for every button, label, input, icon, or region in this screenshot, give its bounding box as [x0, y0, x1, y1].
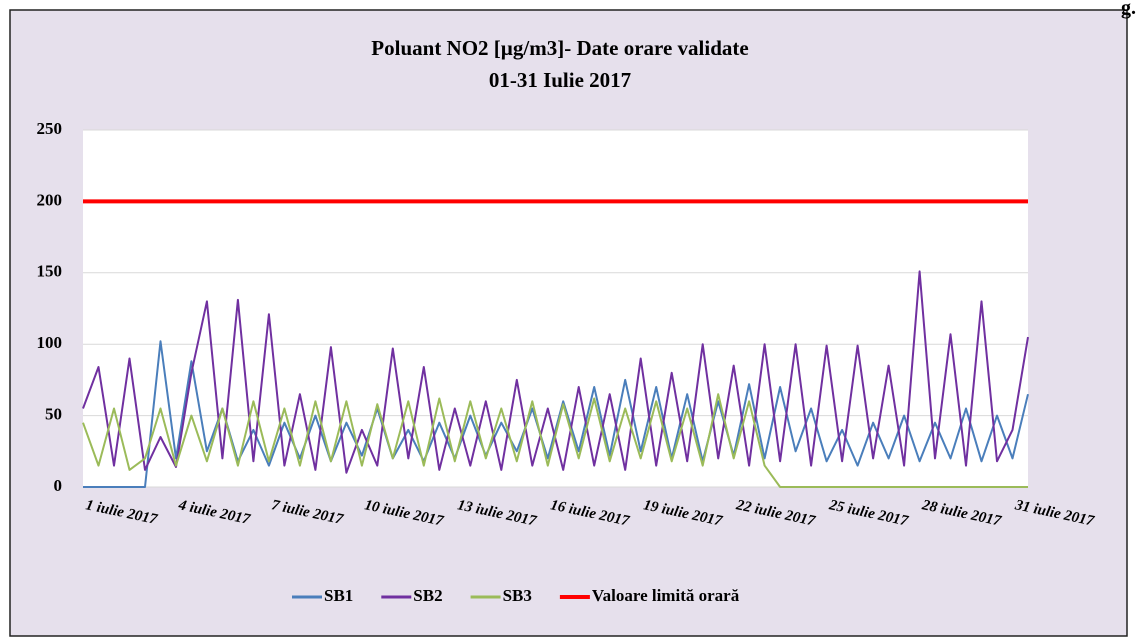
legend-label: SB3 — [503, 586, 532, 605]
series-line — [82, 393, 1028, 488]
legend-label: SB1 — [324, 586, 353, 605]
y-tick-label: 100 — [37, 333, 63, 352]
y-tick-label: 250 — [37, 119, 63, 138]
y-tick-label: 50 — [45, 405, 62, 424]
y-tick-label: 0 — [54, 476, 63, 495]
corner-text: g. — [1121, 0, 1136, 19]
series-line — [82, 270, 1029, 474]
chart-subtitle: 01-31 Iulie 2017 — [489, 68, 631, 92]
y-tick-label: 150 — [37, 262, 63, 281]
legend-label: SB2 — [413, 586, 442, 605]
y-tick-label: 200 — [37, 190, 63, 209]
legend-label: Valoare limită orară — [592, 586, 740, 605]
chart-title: Poluant NO2 [µg/m3]- Date orare validate — [371, 36, 748, 60]
series-lines — [82, 199, 1029, 488]
